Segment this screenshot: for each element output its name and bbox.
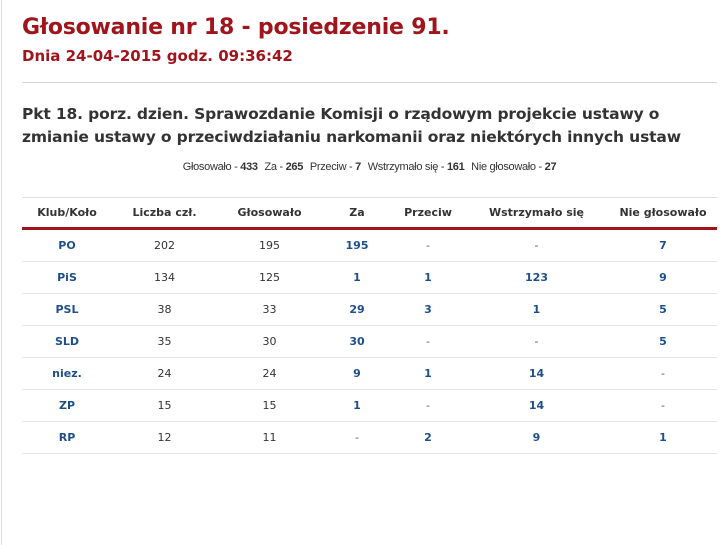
abstained-count-link[interactable]: 14 xyxy=(528,399,545,412)
for-count-link[interactable]: 1 xyxy=(353,271,361,284)
table-row: SLD 35 30 30 - - 5 xyxy=(22,325,717,358)
against-count: - xyxy=(392,228,464,262)
abstained-count-link[interactable]: 123 xyxy=(525,271,548,284)
vote-summary: Głosowało - 433 Za - 265 Przeciw - 7 Wst… xyxy=(22,161,717,173)
for-count-link[interactable]: 1 xyxy=(353,399,361,412)
table-row: PSL 38 33 29 3 1 5 xyxy=(22,293,717,326)
voted-count: 24 xyxy=(217,357,322,390)
summary-not-voted-value: 27 xyxy=(544,161,557,173)
summary-voted-value: 433 xyxy=(240,161,258,173)
not-voted-count-link[interactable]: 7 xyxy=(659,239,667,252)
club-link[interactable]: RP xyxy=(58,431,76,444)
header-club: Klub/Koło xyxy=(22,198,112,230)
abstained-count-link[interactable]: 9 xyxy=(532,431,541,444)
page-title: Głosowanie nr 18 - posiedzenie 91. xyxy=(22,15,450,40)
summary-against-value: 7 xyxy=(355,161,361,173)
voted-count: 125 xyxy=(217,261,322,294)
against-count-link[interactable]: 1 xyxy=(424,271,432,284)
against-count-link[interactable]: 2 xyxy=(424,431,432,444)
header-not-voted: Nie głosowało xyxy=(609,198,717,230)
table-top-divider xyxy=(22,197,717,198)
header-for: Za xyxy=(322,198,392,230)
header-voted: Głosowało xyxy=(217,198,322,230)
for-count-link[interactable]: 195 xyxy=(345,239,369,252)
abstained-count: - xyxy=(464,228,609,262)
table-row: RP 12 11 - 2 9 1 xyxy=(22,421,717,454)
vote-datetime: Dnia 24-04-2015 godz. 09:36:42 xyxy=(22,47,293,65)
against-count: - xyxy=(392,389,464,422)
header-against: Przeciw xyxy=(392,198,464,230)
members-count: 202 xyxy=(112,228,217,262)
against-count: - xyxy=(392,325,464,358)
summary-against-label: Przeciw - xyxy=(309,161,353,173)
left-border xyxy=(1,0,2,545)
members-count: 35 xyxy=(112,325,217,358)
voted-count: 15 xyxy=(217,389,322,422)
against-count-link[interactable]: 3 xyxy=(424,303,432,316)
not-voted-count: - xyxy=(609,357,717,390)
club-link[interactable]: ZP xyxy=(58,399,76,412)
not-voted-count: - xyxy=(609,389,717,422)
for-count: - xyxy=(322,421,392,454)
header-abstained: Wstrzymało się xyxy=(464,198,609,230)
voted-count: 33 xyxy=(217,293,322,326)
club-link[interactable]: SLD xyxy=(54,335,80,348)
summary-for-label: Za - xyxy=(264,161,283,173)
club-link[interactable]: PO xyxy=(58,239,76,252)
for-count-link[interactable]: 9 xyxy=(353,367,361,380)
not-voted-count-link[interactable]: 5 xyxy=(659,303,667,316)
table-row: PiS 134 125 1 1 123 9 xyxy=(22,261,717,294)
header-members: Liczba czł. xyxy=(112,198,217,230)
abstained-count-link[interactable]: 1 xyxy=(532,303,541,316)
abstained-count-link[interactable]: 14 xyxy=(528,367,545,380)
summary-voted-label: Głosowało - xyxy=(182,161,238,173)
voted-count: 195 xyxy=(217,228,322,262)
table-row: niez. 24 24 9 1 14 - xyxy=(22,357,717,390)
members-count: 12 xyxy=(112,421,217,454)
table-row: PO 202 195 195 - - 7 xyxy=(22,228,717,262)
club-results-table: Klub/Koło Liczba czł. Głosowało Za Przec… xyxy=(22,198,717,454)
voted-count: 11 xyxy=(217,421,322,454)
club-link[interactable]: PSL xyxy=(55,303,79,316)
summary-for-value: 265 xyxy=(285,161,304,173)
summary-abstained-value: 161 xyxy=(446,161,465,173)
club-link[interactable]: PiS xyxy=(57,271,77,284)
members-count: 38 xyxy=(112,293,217,326)
table-header-row: Klub/Koło Liczba czł. Głosowało Za Przec… xyxy=(22,198,717,230)
club-link[interactable]: niez. xyxy=(52,367,82,380)
members-count: 15 xyxy=(112,389,217,422)
against-count-link[interactable]: 1 xyxy=(424,367,432,380)
members-count: 24 xyxy=(112,357,217,390)
for-count-link[interactable]: 30 xyxy=(349,335,365,348)
for-count-link[interactable]: 29 xyxy=(349,303,365,316)
not-voted-count-link[interactable]: 9 xyxy=(659,271,667,284)
abstained-count: - xyxy=(464,325,609,358)
summary-abstained-label: Wstrzymało się - xyxy=(367,161,445,173)
not-voted-count-link[interactable]: 1 xyxy=(659,431,667,444)
table-row: ZP 15 15 1 - 14 - xyxy=(22,389,717,422)
agenda-topic: Pkt 18. porz. dzien. Sprawozdanie Komisj… xyxy=(22,105,681,146)
members-count: 134 xyxy=(112,261,217,294)
summary-not-voted-label: Nie głosowało - xyxy=(471,161,542,173)
voted-count: 30 xyxy=(217,325,322,358)
divider xyxy=(22,82,717,83)
not-voted-count-link[interactable]: 5 xyxy=(659,335,667,348)
